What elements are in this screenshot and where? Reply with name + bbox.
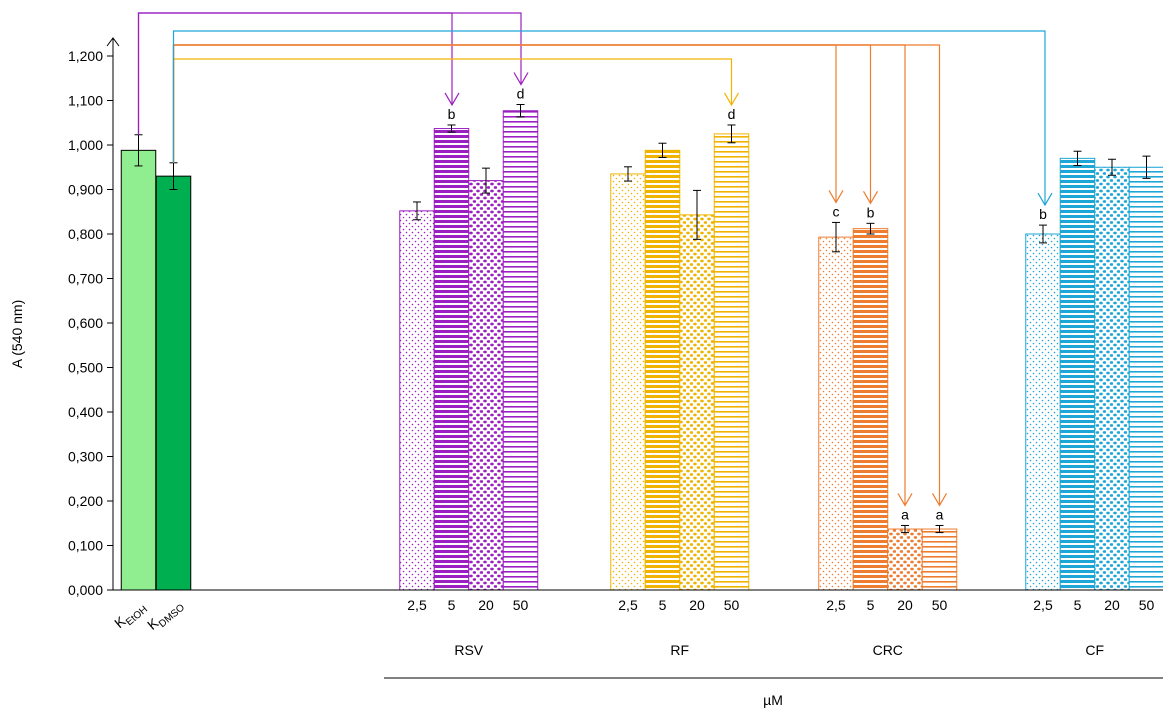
- cf-2_5-bar: [1025, 233, 1061, 591]
- x-tick-label: 50: [724, 597, 740, 613]
- control-label-text: KDMSO: [144, 595, 187, 636]
- group-label: CF: [1085, 642, 1104, 658]
- rf-20-bar: [679, 214, 715, 591]
- crc-20-bar: [887, 528, 923, 591]
- crc-2_5-bar: [818, 236, 854, 591]
- x-tick-label: 5: [867, 597, 875, 613]
- x-tick-label: 2,5: [407, 597, 427, 613]
- y-axis-arrowhead: [106, 37, 120, 47]
- group-label: CRC: [873, 642, 903, 658]
- y-tick-label: 0,700: [68, 271, 103, 287]
- control-dmso-bar: [155, 175, 192, 591]
- x-tick-label: 5: [659, 597, 667, 613]
- significance-letter: a: [936, 506, 944, 522]
- cf-5-bar: [1059, 157, 1096, 591]
- significance-letter: d: [728, 106, 736, 122]
- significance-letter: d: [517, 86, 525, 102]
- comparison-arrow: [137, 12, 522, 135]
- rsv-20-bar: [468, 180, 504, 591]
- y-tick-label: 1,100: [68, 93, 103, 109]
- significance-letter: b: [1039, 206, 1047, 222]
- rsv-50-bar: [502, 110, 539, 591]
- cf-50-bar: [1128, 166, 1163, 591]
- comparison-arrowhead: [723, 92, 740, 107]
- cf-20-bar: [1094, 166, 1130, 591]
- comparison-arrowhead: [862, 191, 879, 205]
- x-tick-label: 50: [932, 597, 948, 613]
- rf-50-bar: [713, 133, 750, 591]
- group-label: RF: [670, 642, 689, 658]
- comparison-arrow: [172, 30, 1046, 206]
- control-label-text: KEtOH: [111, 597, 150, 634]
- significance-letter: b: [867, 204, 875, 220]
- x-tick-label: 20: [897, 597, 913, 613]
- rf-2_5-bar: [610, 173, 646, 591]
- y-tick-label: 0,100: [68, 538, 103, 554]
- crc-50-bar: [921, 528, 958, 591]
- comparison-arrow: [172, 44, 906, 506]
- comparison-arrowhead: [1037, 192, 1053, 207]
- comparison-arrowhead: [897, 493, 913, 507]
- x-axis-title: µM: [763, 692, 783, 708]
- x-tick-label: 20: [478, 597, 494, 613]
- comparison-arrowhead: [828, 190, 844, 204]
- y-tick-label: 1,200: [68, 48, 103, 64]
- comparison-arrowhead: [513, 72, 529, 86]
- x-tick-label: 50: [513, 597, 529, 613]
- rf-5-bar: [644, 149, 681, 591]
- comparison-arrowhead: [931, 493, 948, 507]
- crc-5-bar: [852, 228, 889, 591]
- y-tick-label: 0,500: [68, 360, 103, 376]
- significance-letter: a: [901, 506, 909, 522]
- group-label: RSV: [454, 642, 483, 658]
- y-axis-title: A (540 nm): [9, 300, 25, 368]
- rsv-5-bar: [433, 128, 470, 591]
- y-tick-label: 0,600: [68, 315, 103, 331]
- x-tick-label: 20: [689, 597, 705, 613]
- y-tick-label: 1,000: [68, 137, 103, 153]
- y-tick-label: 0,300: [68, 449, 103, 465]
- x-tick-label: 2,5: [826, 597, 846, 613]
- y-tick-label: 0,900: [68, 182, 103, 198]
- x-tick-label: 2,5: [1033, 597, 1053, 613]
- control-label: KEtOH: [111, 597, 150, 634]
- x-tick-label: 2,5: [618, 597, 638, 613]
- comparison-arrowhead: [444, 92, 460, 107]
- control-etoh-bar: [120, 149, 157, 591]
- x-tick-label: 50: [1139, 597, 1155, 613]
- significance-letter: b: [448, 106, 456, 122]
- rsv-2_5-bar: [399, 210, 435, 591]
- y-tick-label: 0,800: [68, 226, 103, 242]
- x-tick-label: 5: [1074, 597, 1082, 613]
- y-tick-label: 0,200: [68, 493, 103, 509]
- x-tick-label: 5: [448, 597, 456, 613]
- x-tick-label: 20: [1104, 597, 1120, 613]
- y-tick-label: 0,400: [68, 404, 103, 420]
- control-label-sub: DMSO: [157, 602, 187, 630]
- significance-letter: c: [833, 203, 840, 219]
- y-tick-label: 0,000: [68, 582, 103, 598]
- control-label: KDMSO: [144, 595, 187, 636]
